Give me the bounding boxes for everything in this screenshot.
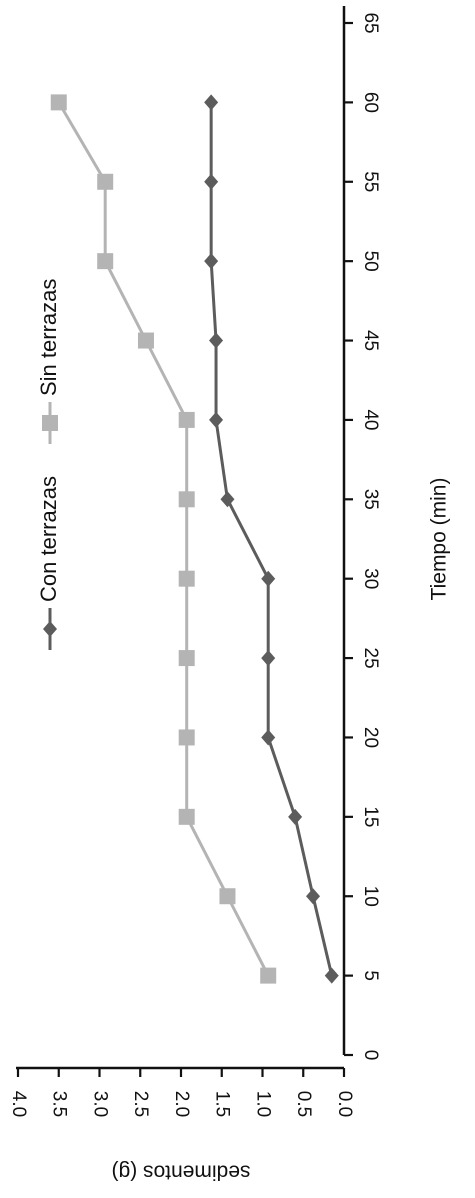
x-tick-label: 65 bbox=[360, 12, 381, 33]
data-point-square bbox=[97, 173, 114, 190]
data-point-square bbox=[260, 967, 277, 984]
data-point-diamond bbox=[288, 808, 303, 825]
x-tick-label: 25 bbox=[360, 648, 381, 669]
series-line-1 bbox=[209, 102, 334, 976]
x-tick-label: 5 bbox=[360, 970, 381, 981]
x-tick-label: 50 bbox=[360, 251, 381, 272]
data-point-square bbox=[178, 729, 195, 746]
y-tick-label: 3.5 bbox=[49, 1091, 70, 1117]
data-point-diamond bbox=[261, 650, 276, 667]
data-point-square bbox=[50, 94, 67, 111]
data-point-diamond bbox=[261, 729, 276, 746]
series-line-2 bbox=[57, 101, 270, 977]
data-point-diamond bbox=[261, 570, 276, 587]
data-point-diamond bbox=[324, 967, 339, 984]
x-tick-label: 55 bbox=[360, 171, 381, 192]
x-tick-label: 40 bbox=[360, 409, 381, 430]
legend-marker-square bbox=[42, 415, 58, 431]
data-point-square bbox=[178, 491, 195, 508]
x-tick-label: 45 bbox=[360, 330, 381, 351]
x-tick-label: 10 bbox=[360, 886, 381, 907]
x-tick-label: 60 bbox=[360, 92, 381, 113]
y-tick-label: 2.0 bbox=[171, 1091, 192, 1117]
data-point-square bbox=[178, 570, 195, 587]
x-tick-label: 30 bbox=[360, 568, 381, 589]
data-point-square bbox=[178, 650, 195, 667]
y-tick-label: 2.5 bbox=[130, 1091, 151, 1117]
data-point-diamond bbox=[204, 173, 219, 190]
y-tick-label: 1.5 bbox=[212, 1091, 233, 1117]
data-point-square bbox=[178, 411, 195, 428]
x-tick-label: 0 bbox=[360, 1050, 381, 1061]
data-point-diamond bbox=[204, 94, 219, 111]
y-tick-label: 4.0 bbox=[8, 1091, 29, 1117]
data-point-diamond bbox=[306, 888, 321, 905]
axes: 0 5 10 15 20 25 30 35 40 45 50 55 60 65 0.0 0.5 1.0 1.5 2.… bbox=[8, 6, 381, 1117]
data-point-diamond bbox=[209, 411, 224, 428]
y-tick-label: 1.0 bbox=[252, 1091, 273, 1117]
series-layer bbox=[50, 94, 339, 984]
legend-label-1: Con terrazas bbox=[36, 476, 61, 602]
x-axis-title: Tiempo (min) bbox=[428, 478, 451, 601]
data-point-square bbox=[97, 253, 114, 270]
data-point-square bbox=[137, 332, 154, 349]
data-point-diamond bbox=[204, 253, 219, 270]
y-tick-label: 0.5 bbox=[293, 1091, 314, 1117]
data-point-diamond bbox=[209, 332, 224, 349]
data-point-diamond bbox=[220, 491, 235, 508]
legend-label-2: Sin terrazas bbox=[36, 279, 61, 396]
legend-marker-diamond bbox=[43, 621, 57, 637]
y-axis-title: sedimentos (g) bbox=[112, 1160, 251, 1183]
x-tick-label: 35 bbox=[360, 489, 381, 510]
legend: Con terrazas Sin terrazas bbox=[36, 279, 61, 650]
x-tick-label: 15 bbox=[360, 806, 381, 827]
data-point-square bbox=[219, 888, 236, 905]
y-tick-label: 0.0 bbox=[334, 1091, 355, 1117]
y-tick-label: 3.0 bbox=[89, 1091, 110, 1117]
x-tick-label: 20 bbox=[360, 727, 381, 748]
data-point-square bbox=[178, 808, 195, 825]
